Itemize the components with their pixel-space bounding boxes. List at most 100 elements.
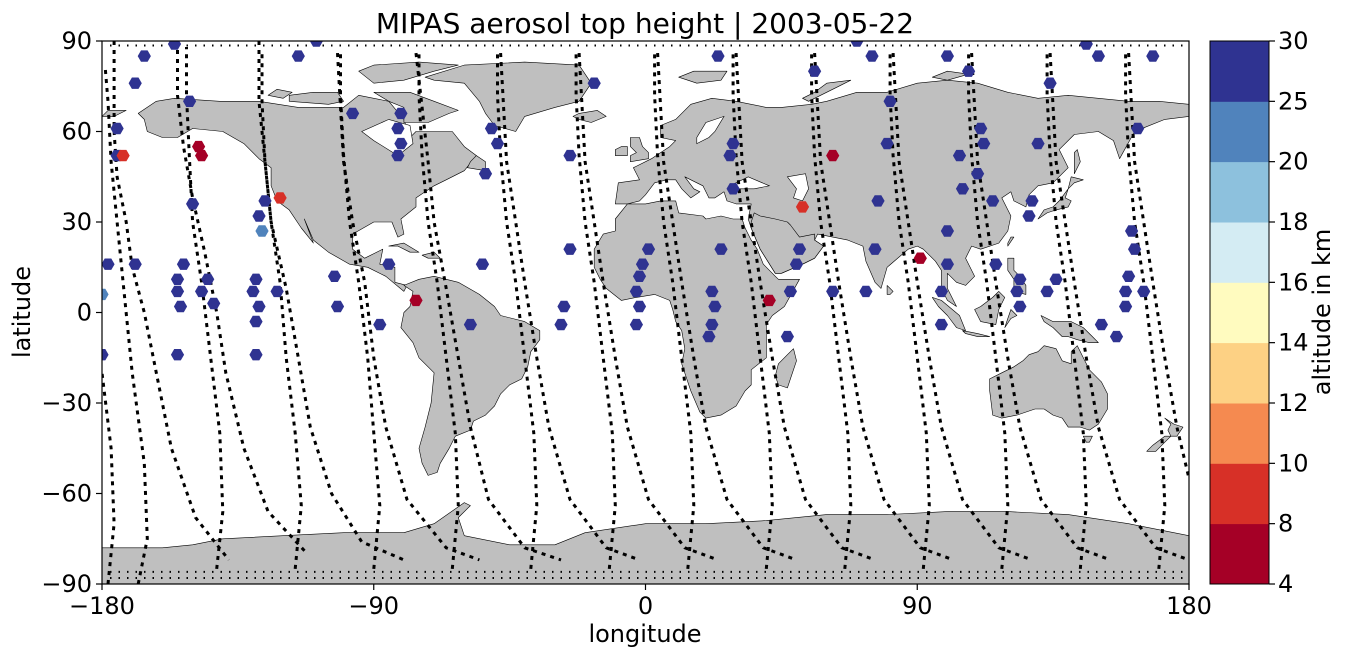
landmass-srilanka bbox=[886, 285, 894, 295]
data-point bbox=[1146, 50, 1160, 62]
data-point bbox=[116, 149, 130, 162]
colorbar-ticks: 4 8 10 12 14 16 18 20 25 30 bbox=[1269, 27, 1309, 598]
landmass-svalbard bbox=[678, 70, 728, 84]
track-24 bbox=[967, 53, 1010, 570]
colorbar-bin bbox=[1210, 342, 1269, 404]
data-point bbox=[850, 41, 864, 47]
track-28 bbox=[1124, 53, 1167, 570]
data-point bbox=[1040, 285, 1054, 298]
y-tick-label: −90 bbox=[41, 570, 92, 598]
landmass-newguinea bbox=[1040, 315, 1099, 344]
landmass-tasmania bbox=[1083, 435, 1093, 443]
aerosol-points bbox=[102, 41, 1160, 361]
track-5 bbox=[257, 41, 405, 562]
data-point bbox=[702, 330, 716, 343]
track-22 bbox=[888, 53, 931, 570]
colorbar-tick-label: 20 bbox=[1278, 148, 1309, 176]
colorbar-tick-label: 30 bbox=[1278, 27, 1309, 55]
data-point bbox=[1010, 285, 1024, 298]
landmass-newzealand bbox=[1164, 417, 1184, 437]
track-20 bbox=[810, 53, 853, 570]
data-point bbox=[252, 300, 266, 313]
chart-title: MIPAS aerosol top height | 2003-05-22 bbox=[376, 7, 914, 40]
track-27 bbox=[1127, 53, 1189, 479]
landmass-victoria bbox=[288, 92, 344, 105]
x-tick-label: 180 bbox=[1166, 592, 1212, 620]
data-point bbox=[373, 318, 387, 331]
data-point bbox=[974, 122, 988, 135]
x-axis-label: longitude bbox=[588, 620, 701, 648]
data-point bbox=[940, 225, 954, 237]
x-tick-label: −180 bbox=[69, 592, 135, 620]
data-point bbox=[176, 258, 191, 270]
data-point bbox=[940, 258, 954, 270]
track-15 bbox=[656, 53, 798, 562]
data-point bbox=[762, 294, 776, 307]
water-caspian bbox=[786, 173, 809, 202]
track-26 bbox=[1045, 53, 1088, 570]
data-point bbox=[859, 285, 873, 298]
colorbar-bin bbox=[1210, 41, 1269, 102]
colorbar-tick-label: 25 bbox=[1278, 87, 1309, 115]
data-point bbox=[249, 315, 263, 328]
data-point bbox=[170, 273, 185, 285]
data-point bbox=[195, 285, 209, 298]
data-point bbox=[309, 41, 323, 47]
data-point bbox=[632, 270, 647, 282]
data-point bbox=[789, 258, 804, 270]
track-12 bbox=[496, 53, 539, 570]
data-point bbox=[1094, 318, 1108, 331]
colorbar-bin bbox=[1210, 523, 1269, 585]
track-13 bbox=[577, 53, 719, 562]
landmass-java bbox=[962, 330, 991, 337]
data-point bbox=[201, 273, 215, 285]
data-point bbox=[587, 77, 601, 89]
land-layer bbox=[102, 61, 1189, 584]
data-point bbox=[726, 183, 740, 195]
data-point bbox=[955, 183, 970, 195]
data-point bbox=[808, 65, 822, 77]
track-10 bbox=[417, 53, 460, 570]
y-tick-label: 60 bbox=[61, 118, 92, 146]
data-point bbox=[726, 137, 740, 150]
data-point bbox=[952, 149, 967, 162]
y-tick-label: 30 bbox=[61, 208, 92, 236]
data-point bbox=[391, 122, 405, 135]
data-point bbox=[971, 168, 985, 180]
y-tick-label: 90 bbox=[61, 27, 92, 55]
data-point bbox=[629, 285, 643, 298]
data-point bbox=[207, 297, 221, 310]
landmass-greatbritain bbox=[630, 137, 649, 162]
colorbar-bin bbox=[1210, 101, 1269, 163]
track-19 bbox=[813, 53, 955, 562]
landmass-sumatra bbox=[931, 297, 966, 331]
data-point bbox=[962, 65, 976, 77]
data-point bbox=[1119, 285, 1133, 298]
landmass-japan bbox=[1037, 176, 1084, 220]
landmass-south-america bbox=[400, 275, 541, 476]
track-0 bbox=[102, 372, 116, 584]
data-point bbox=[705, 285, 719, 298]
track-23 bbox=[970, 53, 1112, 562]
data-point bbox=[252, 210, 266, 222]
landmass-antarctica bbox=[102, 502, 1189, 584]
y-axis-ticks: 90 60 30 0 −30 −60 −90 bbox=[41, 27, 102, 598]
data-point bbox=[826, 149, 840, 162]
data-point bbox=[137, 50, 151, 62]
colorbar-bin bbox=[1210, 403, 1269, 464]
colorbar-bin bbox=[1210, 282, 1269, 344]
x-axis-ticks: −180 −90 0 90 180 bbox=[69, 584, 1212, 620]
data-point bbox=[170, 285, 185, 298]
data-point bbox=[563, 149, 577, 162]
data-point bbox=[394, 137, 408, 150]
data-point bbox=[934, 318, 948, 331]
data-point bbox=[327, 270, 342, 282]
data-point bbox=[1131, 122, 1145, 135]
track-11 bbox=[499, 53, 641, 562]
colorbar-tick-label: 16 bbox=[1278, 268, 1309, 296]
data-point bbox=[478, 168, 493, 180]
track-4 bbox=[185, 47, 225, 570]
landmass-banks bbox=[267, 89, 293, 99]
data-point bbox=[128, 77, 142, 89]
data-point bbox=[940, 50, 954, 62]
